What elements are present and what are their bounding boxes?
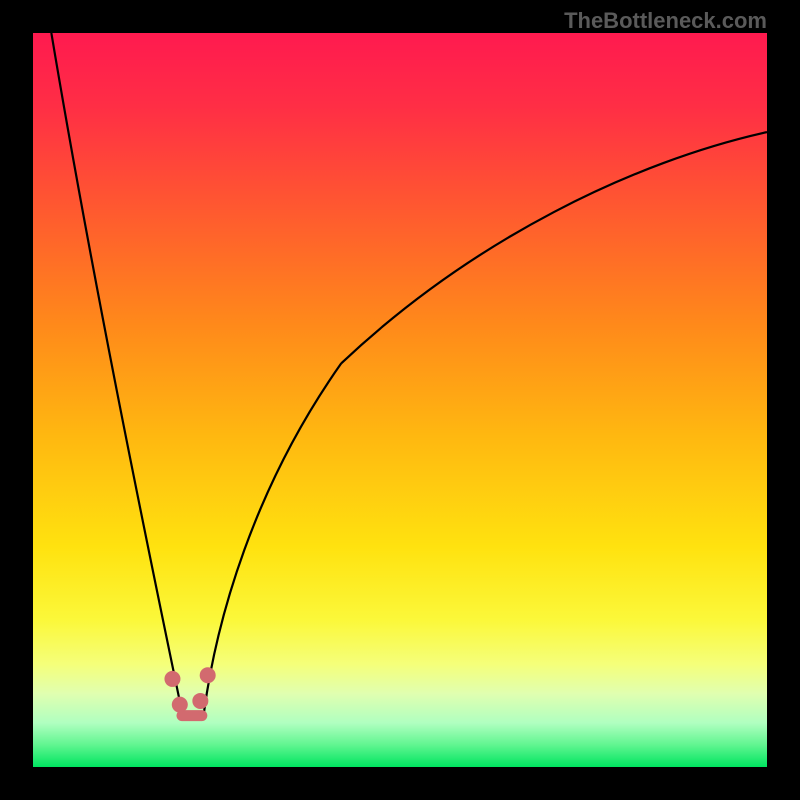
plot-area (33, 33, 767, 767)
chart-container: TheBottleneck.com (0, 0, 800, 800)
watermark-text: TheBottleneck.com (564, 8, 767, 34)
curve-overlay (33, 33, 767, 767)
